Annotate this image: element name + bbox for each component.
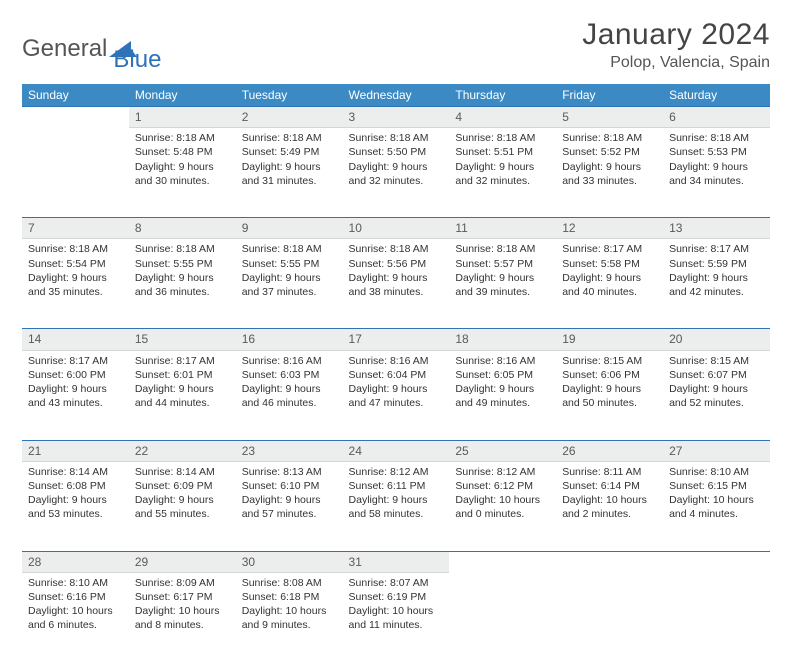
day-number: 27 xyxy=(663,440,770,461)
day-number xyxy=(449,551,556,572)
day-number xyxy=(22,107,129,128)
day-number: 29 xyxy=(129,551,236,572)
day-cell xyxy=(22,128,129,218)
day-number: 12 xyxy=(556,218,663,239)
day-number: 11 xyxy=(449,218,556,239)
day-cell: Sunrise: 8:12 AMSunset: 6:11 PMDaylight:… xyxy=(343,461,450,551)
day-number: 9 xyxy=(236,218,343,239)
calendar-table: Sunday Monday Tuesday Wednesday Thursday… xyxy=(22,84,770,662)
day-cell: Sunrise: 8:17 AMSunset: 6:00 PMDaylight:… xyxy=(22,350,129,440)
calendar-body: 123456Sunrise: 8:18 AMSunset: 5:48 PMDay… xyxy=(22,107,770,662)
day-number-row: 123456 xyxy=(22,107,770,128)
day-number: 3 xyxy=(343,107,450,128)
day-content-row: Sunrise: 8:18 AMSunset: 5:54 PMDaylight:… xyxy=(22,239,770,329)
day-cell: Sunrise: 8:09 AMSunset: 6:17 PMDaylight:… xyxy=(129,572,236,662)
day-content-row: Sunrise: 8:18 AMSunset: 5:48 PMDaylight:… xyxy=(22,128,770,218)
day-number: 7 xyxy=(22,218,129,239)
day-number: 26 xyxy=(556,440,663,461)
day-header: Friday xyxy=(556,84,663,107)
day-cell xyxy=(556,572,663,662)
day-content-row: Sunrise: 8:17 AMSunset: 6:00 PMDaylight:… xyxy=(22,350,770,440)
day-cell: Sunrise: 8:15 AMSunset: 6:07 PMDaylight:… xyxy=(663,350,770,440)
day-cell: Sunrise: 8:17 AMSunset: 6:01 PMDaylight:… xyxy=(129,350,236,440)
day-number: 30 xyxy=(236,551,343,572)
location-text: Polop, Valencia, Spain xyxy=(582,54,770,72)
day-number: 4 xyxy=(449,107,556,128)
day-number-row: 28293031 xyxy=(22,551,770,572)
day-header: Sunday xyxy=(22,84,129,107)
day-number: 5 xyxy=(556,107,663,128)
day-cell: Sunrise: 8:10 AMSunset: 6:16 PMDaylight:… xyxy=(22,572,129,662)
day-number-row: 21222324252627 xyxy=(22,440,770,461)
day-number: 20 xyxy=(663,329,770,350)
day-number: 10 xyxy=(343,218,450,239)
logo-text-general: General xyxy=(22,35,107,63)
day-cell: Sunrise: 8:13 AMSunset: 6:10 PMDaylight:… xyxy=(236,461,343,551)
day-number: 8 xyxy=(129,218,236,239)
header: General Blue January 2024 Polop, Valenci… xyxy=(22,18,770,74)
day-number xyxy=(556,551,663,572)
day-cell: Sunrise: 8:18 AMSunset: 5:57 PMDaylight:… xyxy=(449,239,556,329)
page-title: January 2024 xyxy=(582,18,770,52)
day-number: 24 xyxy=(343,440,450,461)
day-number: 6 xyxy=(663,107,770,128)
logo-text-blue: Blue xyxy=(113,46,161,74)
day-number: 14 xyxy=(22,329,129,350)
day-number-row: 78910111213 xyxy=(22,218,770,239)
day-cell: Sunrise: 8:16 AMSunset: 6:05 PMDaylight:… xyxy=(449,350,556,440)
day-number xyxy=(663,551,770,572)
day-cell: Sunrise: 8:18 AMSunset: 5:52 PMDaylight:… xyxy=(556,128,663,218)
day-cell: Sunrise: 8:18 AMSunset: 5:49 PMDaylight:… xyxy=(236,128,343,218)
day-cell: Sunrise: 8:18 AMSunset: 5:55 PMDaylight:… xyxy=(236,239,343,329)
day-number: 22 xyxy=(129,440,236,461)
day-cell: Sunrise: 8:18 AMSunset: 5:51 PMDaylight:… xyxy=(449,128,556,218)
title-block: January 2024 Polop, Valencia, Spain xyxy=(582,18,770,72)
day-cell: Sunrise: 8:07 AMSunset: 6:19 PMDaylight:… xyxy=(343,572,450,662)
day-header: Saturday xyxy=(663,84,770,107)
day-header: Wednesday xyxy=(343,84,450,107)
day-number: 17 xyxy=(343,329,450,350)
day-header: Tuesday xyxy=(236,84,343,107)
day-number: 28 xyxy=(22,551,129,572)
day-cell: Sunrise: 8:16 AMSunset: 6:03 PMDaylight:… xyxy=(236,350,343,440)
day-number: 2 xyxy=(236,107,343,128)
day-cell: Sunrise: 8:18 AMSunset: 5:48 PMDaylight:… xyxy=(129,128,236,218)
day-cell: Sunrise: 8:15 AMSunset: 6:06 PMDaylight:… xyxy=(556,350,663,440)
day-cell: Sunrise: 8:18 AMSunset: 5:50 PMDaylight:… xyxy=(343,128,450,218)
day-number: 13 xyxy=(663,218,770,239)
day-number: 15 xyxy=(129,329,236,350)
day-cell: Sunrise: 8:18 AMSunset: 5:56 PMDaylight:… xyxy=(343,239,450,329)
day-number: 31 xyxy=(343,551,450,572)
day-number: 23 xyxy=(236,440,343,461)
day-cell: Sunrise: 8:18 AMSunset: 5:54 PMDaylight:… xyxy=(22,239,129,329)
day-cell: Sunrise: 8:18 AMSunset: 5:53 PMDaylight:… xyxy=(663,128,770,218)
day-number-row: 14151617181920 xyxy=(22,329,770,350)
day-number: 1 xyxy=(129,107,236,128)
day-content-row: Sunrise: 8:14 AMSunset: 6:08 PMDaylight:… xyxy=(22,461,770,551)
day-cell xyxy=(449,572,556,662)
day-cell: Sunrise: 8:17 AMSunset: 5:59 PMDaylight:… xyxy=(663,239,770,329)
day-header-row: Sunday Monday Tuesday Wednesday Thursday… xyxy=(22,84,770,107)
day-cell xyxy=(663,572,770,662)
day-content-row: Sunrise: 8:10 AMSunset: 6:16 PMDaylight:… xyxy=(22,572,770,662)
day-cell: Sunrise: 8:12 AMSunset: 6:12 PMDaylight:… xyxy=(449,461,556,551)
day-header: Monday xyxy=(129,84,236,107)
logo: General Blue xyxy=(22,24,161,74)
day-cell: Sunrise: 8:14 AMSunset: 6:08 PMDaylight:… xyxy=(22,461,129,551)
day-cell: Sunrise: 8:18 AMSunset: 5:55 PMDaylight:… xyxy=(129,239,236,329)
day-cell: Sunrise: 8:11 AMSunset: 6:14 PMDaylight:… xyxy=(556,461,663,551)
day-cell: Sunrise: 8:14 AMSunset: 6:09 PMDaylight:… xyxy=(129,461,236,551)
day-number: 18 xyxy=(449,329,556,350)
day-number: 16 xyxy=(236,329,343,350)
day-cell: Sunrise: 8:10 AMSunset: 6:15 PMDaylight:… xyxy=(663,461,770,551)
day-number: 21 xyxy=(22,440,129,461)
day-cell: Sunrise: 8:17 AMSunset: 5:58 PMDaylight:… xyxy=(556,239,663,329)
day-cell: Sunrise: 8:16 AMSunset: 6:04 PMDaylight:… xyxy=(343,350,450,440)
day-cell: Sunrise: 8:08 AMSunset: 6:18 PMDaylight:… xyxy=(236,572,343,662)
day-header: Thursday xyxy=(449,84,556,107)
day-number: 25 xyxy=(449,440,556,461)
day-number: 19 xyxy=(556,329,663,350)
